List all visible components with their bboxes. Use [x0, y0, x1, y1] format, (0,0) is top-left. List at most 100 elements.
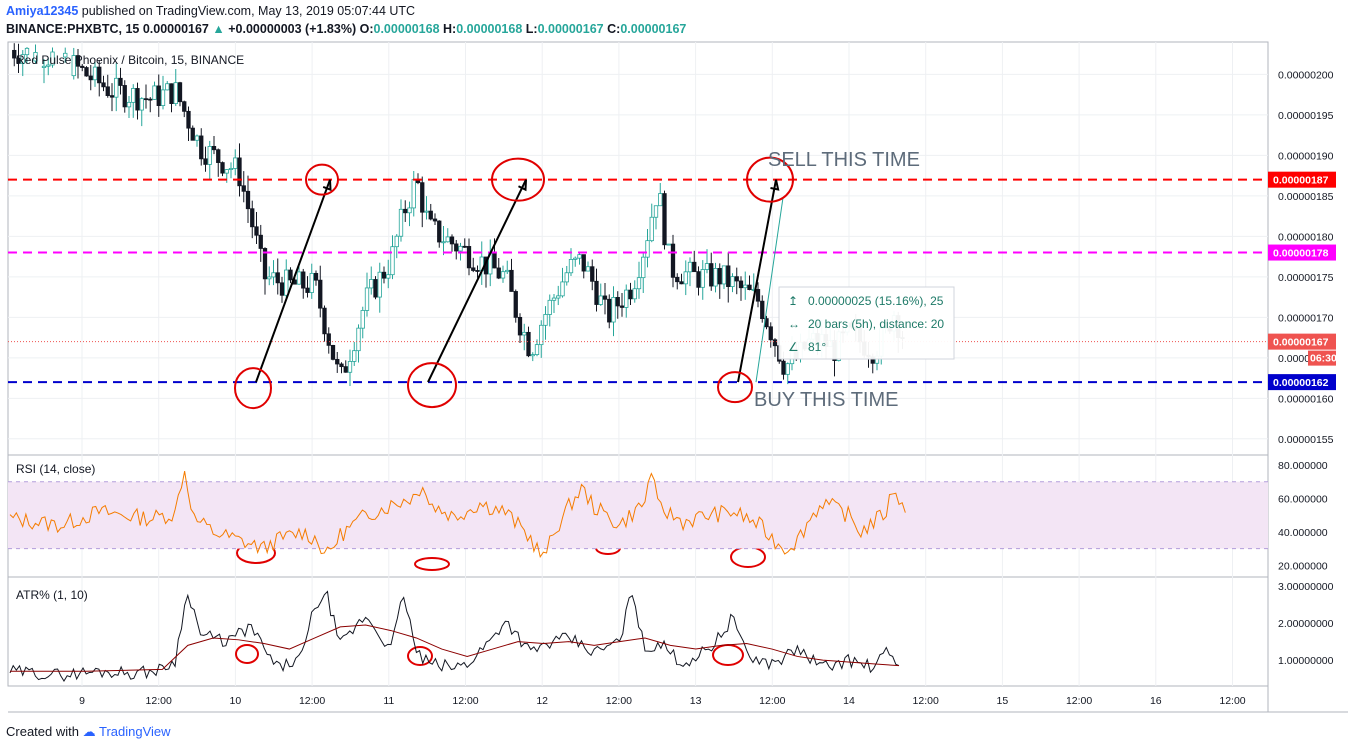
candle-body	[734, 276, 739, 282]
candle-body	[441, 241, 446, 244]
candle-body	[602, 295, 608, 300]
rsi-y-tick-label: 80.000000	[1278, 460, 1328, 472]
candle-body	[445, 236, 450, 243]
rsi-band	[8, 481, 1268, 549]
trend-arrow	[427, 179, 527, 383]
candle-body	[717, 268, 722, 285]
candle-body	[772, 339, 778, 347]
candle-body	[326, 333, 331, 346]
candle-body	[743, 284, 748, 289]
buy-circle	[407, 362, 457, 409]
rsi-y-tick-label: 20.000000	[1278, 560, 1328, 572]
candle-body	[80, 65, 85, 68]
candle-body	[700, 269, 705, 288]
candle-body	[517, 316, 523, 336]
sell-circle	[746, 156, 794, 203]
candle-body	[288, 269, 293, 281]
candle-body	[199, 135, 204, 160]
atr-y-tick-label: 3.00000000	[1278, 581, 1334, 593]
candle-body	[730, 276, 735, 287]
candle-body	[267, 276, 272, 280]
measure-bars: 20 bars (5h), distance: 20	[808, 317, 944, 331]
middle-level-tag	[1268, 244, 1336, 261]
y-tick-label: 0.00000160	[1278, 393, 1334, 405]
candle-body	[309, 272, 314, 293]
candle-body	[46, 64, 51, 67]
candle-body	[148, 98, 153, 101]
candle-body	[658, 193, 663, 207]
candle-body	[726, 265, 731, 287]
candle-body	[560, 281, 565, 297]
candle-body	[237, 157, 242, 187]
candle-body	[381, 271, 387, 279]
up-arrow-icon: ▲	[212, 22, 225, 36]
candle-body	[462, 245, 467, 248]
candle-body	[173, 82, 178, 104]
candle-body	[318, 279, 323, 309]
candle-body	[12, 49, 17, 59]
candle-body	[330, 344, 336, 360]
candle-body	[755, 289, 761, 302]
atr-circle	[407, 646, 433, 666]
candle-body	[279, 282, 285, 296]
measure-price: 0.00000025 (15.16%), 25	[808, 294, 944, 308]
candle-body	[339, 363, 344, 368]
last-price-tag-text: 0.00000167	[1273, 337, 1329, 349]
countdown-text: 06:30	[1310, 353, 1337, 365]
measure-line	[755, 197, 784, 383]
candle-body	[135, 88, 140, 111]
candle-body	[513, 291, 518, 318]
middle-level-tag-text: 0.00000178	[1273, 248, 1329, 260]
publish-info: published on TradingView.com, May 13, 20…	[81, 4, 416, 18]
y-tick-label: 0.00000185	[1278, 191, 1334, 203]
candle-body	[709, 263, 714, 287]
candle-body	[258, 234, 263, 249]
candle-body	[305, 287, 310, 293]
candle-body	[377, 271, 382, 298]
candle-body	[522, 331, 527, 336]
x-tick-label: 12:00	[146, 695, 172, 707]
candle-body	[390, 246, 395, 276]
last-price: 0.00000167	[142, 22, 209, 36]
rsi-y-tick-label: 40.000000	[1278, 527, 1328, 539]
candle-body	[785, 363, 790, 375]
tradingview-logo-icon: ☁	[82, 724, 96, 739]
y-tick-label: 0.00000200	[1278, 69, 1334, 81]
candle-body	[568, 259, 574, 274]
author-link[interactable]: Amiya12345	[6, 4, 79, 18]
support-level-tag	[1268, 374, 1336, 391]
atr-pane	[7, 576, 1269, 687]
price-pane	[7, 41, 1269, 456]
x-tick-label: 12:00	[299, 695, 325, 707]
candle-body	[165, 83, 170, 91]
candle-body	[63, 52, 68, 58]
candle-body	[271, 272, 276, 278]
candle-body	[496, 267, 501, 279]
candle-body	[88, 75, 93, 81]
atr-y-tick-label: 1.00000000	[1278, 655, 1334, 667]
candle-body	[139, 98, 144, 111]
candle-body	[679, 281, 684, 285]
candle-body	[50, 51, 55, 66]
candle-body	[126, 101, 132, 108]
sell-circle	[491, 157, 545, 202]
candle-body	[437, 220, 442, 243]
candle-body	[364, 287, 370, 311]
candle-body	[466, 246, 472, 269]
trend-arrow-head	[770, 179, 780, 191]
candle-body	[92, 66, 98, 81]
candle-body	[186, 110, 191, 129]
candle-body	[118, 77, 123, 86]
candle-body	[556, 295, 561, 299]
x-tick-label: 12:00	[452, 695, 478, 707]
candle-body	[594, 280, 599, 305]
candle-body	[581, 254, 586, 272]
y-tick-label: 0.00000190	[1278, 150, 1334, 162]
tradingview-brand[interactable]: TradingView	[99, 724, 171, 739]
bars-range-icon: ↔	[788, 317, 800, 331]
candle-body	[254, 226, 259, 236]
candle-body	[738, 280, 744, 289]
candle-body	[687, 261, 693, 273]
candle-body	[543, 314, 548, 326]
